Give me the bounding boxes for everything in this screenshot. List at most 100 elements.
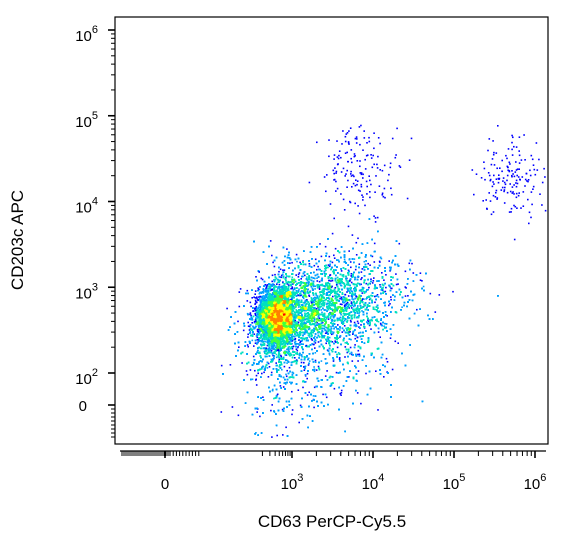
event-dot bbox=[357, 370, 360, 372]
event-dot bbox=[303, 361, 305, 364]
event-dot bbox=[317, 307, 319, 309]
event-dot bbox=[322, 304, 324, 307]
event-dot bbox=[279, 268, 282, 271]
event-dot bbox=[299, 327, 301, 330]
event-dot bbox=[357, 353, 359, 356]
event-dot bbox=[341, 331, 344, 333]
event-dot bbox=[303, 369, 306, 371]
event-dot bbox=[295, 274, 297, 276]
event-dot bbox=[350, 275, 352, 277]
event-dot bbox=[429, 292, 432, 295]
event-dot bbox=[350, 281, 353, 284]
event-dot bbox=[351, 316, 353, 318]
event-dot bbox=[306, 372, 309, 375]
event-dot bbox=[285, 277, 287, 279]
event-dot bbox=[313, 370, 316, 373]
event-dot bbox=[317, 365, 320, 368]
event-dot bbox=[259, 415, 261, 418]
event-dot bbox=[324, 309, 327, 311]
event-dot bbox=[273, 397, 275, 400]
event-dot bbox=[310, 338, 313, 340]
event-dot bbox=[324, 375, 327, 377]
event-dot bbox=[297, 321, 300, 324]
event-dot bbox=[326, 349, 329, 351]
event-dot bbox=[407, 295, 409, 297]
event-dot bbox=[348, 314, 350, 316]
event-dot bbox=[389, 303, 391, 305]
event-dot bbox=[361, 277, 363, 279]
event-dot bbox=[316, 268, 318, 271]
event-dot bbox=[285, 375, 288, 378]
event-dot bbox=[377, 331, 380, 333]
event-dot bbox=[247, 321, 249, 324]
event-dot bbox=[314, 335, 316, 338]
event-dot bbox=[290, 287, 292, 290]
event-dot bbox=[341, 303, 343, 306]
event-dot bbox=[312, 298, 315, 300]
event-dot bbox=[256, 411, 258, 413]
event-dot bbox=[383, 325, 385, 327]
event-dot bbox=[354, 293, 357, 295]
event-dot bbox=[381, 289, 384, 291]
event-dot bbox=[383, 279, 385, 281]
event-dot bbox=[252, 361, 255, 364]
event-dot bbox=[370, 318, 373, 321]
event-dot bbox=[270, 358, 273, 361]
event-dot bbox=[352, 333, 354, 335]
event-dot bbox=[351, 360, 354, 362]
event-dot bbox=[299, 311, 301, 313]
event-dot bbox=[330, 325, 332, 328]
event-dot bbox=[291, 315, 294, 318]
event-dot bbox=[288, 366, 291, 369]
event-dot bbox=[320, 294, 323, 296]
event-dot bbox=[438, 294, 441, 296]
event-dot bbox=[284, 383, 287, 385]
event-dot bbox=[313, 343, 315, 346]
event-dot bbox=[316, 318, 318, 321]
event-dot bbox=[347, 295, 350, 297]
event-dot bbox=[373, 261, 376, 263]
event-dot bbox=[238, 305, 241, 308]
event-dot bbox=[308, 336, 311, 338]
event-dot bbox=[268, 366, 271, 368]
event-dot bbox=[249, 330, 252, 333]
event-dot bbox=[315, 294, 318, 296]
event-dot bbox=[314, 338, 316, 341]
event-dot bbox=[289, 262, 291, 264]
event-dot bbox=[319, 319, 321, 322]
event-dot bbox=[312, 294, 315, 296]
event-dot bbox=[261, 295, 263, 298]
event-dot bbox=[313, 406, 315, 409]
event-dot bbox=[280, 354, 282, 357]
event-dot bbox=[394, 340, 397, 343]
event-dot bbox=[271, 436, 273, 438]
event-dot bbox=[333, 257, 336, 259]
event-dot bbox=[278, 358, 281, 361]
event-dot bbox=[368, 324, 371, 327]
event-dot bbox=[304, 375, 307, 377]
event-dot bbox=[356, 392, 359, 394]
event-dot bbox=[254, 290, 257, 292]
event-dot bbox=[308, 295, 311, 297]
event-dot bbox=[338, 317, 340, 320]
event-dot bbox=[337, 352, 340, 354]
event-dot bbox=[318, 298, 320, 301]
event-dot bbox=[380, 318, 382, 320]
event-dot bbox=[326, 362, 329, 364]
event-dot bbox=[292, 304, 294, 306]
event-dot bbox=[384, 290, 387, 293]
event-dot bbox=[247, 325, 250, 327]
event-dot bbox=[291, 287, 293, 290]
event-dot bbox=[326, 332, 328, 334]
event-dot bbox=[254, 369, 256, 372]
event-dot bbox=[306, 377, 308, 380]
event-dot bbox=[362, 290, 365, 292]
event-dot bbox=[365, 372, 367, 375]
event-dot bbox=[367, 319, 369, 322]
event-dot bbox=[350, 338, 352, 341]
event-dot bbox=[272, 359, 274, 362]
event-dot bbox=[378, 260, 381, 263]
event-dot bbox=[302, 386, 304, 389]
event-dot bbox=[330, 349, 333, 352]
